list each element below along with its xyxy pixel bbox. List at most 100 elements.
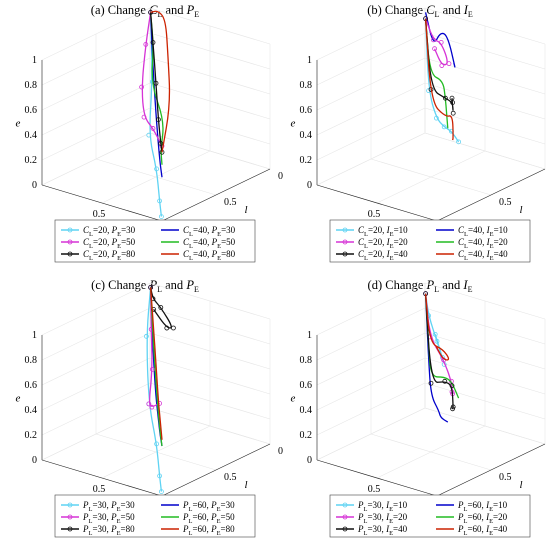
data-point: [170, 325, 176, 331]
e-tick-label: 0: [32, 455, 37, 466]
data-point: [432, 46, 438, 52]
l-tick-label: 0.5: [499, 197, 512, 208]
e-tick-label: 0.8: [300, 355, 313, 366]
legend-box: [329, 219, 531, 263]
series-line: [423, 291, 456, 412]
series-line: [424, 12, 456, 68]
e-axis-label: e: [16, 393, 21, 405]
e-axis-label: e: [16, 118, 21, 130]
data-point: [456, 139, 462, 145]
legend-label: PL=60, PE=50: [182, 512, 235, 525]
e-tick-label: 0.4: [300, 405, 313, 416]
e-tick-label: 1: [32, 55, 37, 66]
legend-item: CL=40, PE=30: [161, 225, 236, 238]
g-axis: [41, 184, 163, 222]
legend-item: PL=60, PE=30: [161, 500, 235, 513]
series-path: [424, 293, 450, 361]
data-point: [154, 441, 160, 447]
e-tick-label: 0: [307, 455, 312, 466]
legend-item: PL=30, IE=40: [336, 524, 408, 537]
data-point: [438, 40, 444, 45]
legend-item: PL=30, IE=20: [336, 512, 408, 525]
data-point: [434, 338, 440, 344]
legend-item: PL=60, PE=50: [161, 512, 235, 525]
l-tick-label: 0.5: [499, 472, 512, 483]
data-point: [430, 37, 436, 43]
legend-item: PL=30, IE=10: [336, 500, 408, 513]
chart-title: (d) Change PL and IE: [368, 278, 473, 294]
series-path: [424, 18, 454, 141]
series-line: [143, 284, 164, 495]
legend-item: CL=20, PE=30: [61, 225, 136, 238]
g-tick-label: 0.5: [368, 484, 381, 495]
e-tick-label: 0.6: [300, 380, 313, 391]
data-point: [158, 489, 164, 495]
chart-panel-c: (c) Change PL and PE00.20.40.60.810.5100…: [16, 278, 283, 538]
legend-label: PL=60, IE=10: [457, 500, 508, 513]
e-tick-label: 0.8: [25, 80, 38, 91]
legend-label: PL=60, IE=20: [457, 512, 508, 525]
legend-label: CL=40, PE=50: [183, 237, 236, 250]
legend-label: PL=30, PE=50: [82, 512, 135, 525]
data-point: [146, 132, 152, 138]
data-point: [450, 110, 456, 116]
legend-label: PL=30, PE=80: [82, 524, 135, 537]
legend-box: [54, 494, 256, 538]
legend-item: CL=20, PE=50: [61, 237, 136, 250]
legend-item: CL=20, IE=40: [336, 249, 408, 262]
legend-label: CL=20, PE=80: [83, 249, 136, 262]
data-point: [141, 114, 147, 120]
grid: [316, 7, 546, 222]
e-tick-label: 0.6: [25, 380, 38, 391]
legend-label: CL=20, PE=50: [83, 237, 136, 250]
g-tick-label: 0.5: [93, 209, 106, 220]
legend-label: PL=60, IE=40: [457, 524, 508, 537]
e-tick-label: 0.4: [25, 130, 38, 141]
data-point: [146, 401, 152, 407]
data-point: [439, 63, 445, 68]
data-point: [450, 100, 456, 105]
e-tick-label: 1: [32, 330, 37, 341]
data-point: [442, 95, 448, 101]
l-axis-label: l: [244, 479, 247, 491]
legend-label: CL=20, IE=20: [358, 237, 408, 250]
data-point: [441, 124, 447, 130]
chart-panel-d: (d) Change PL and IE00.20.40.60.810.5100…: [291, 278, 546, 538]
g-axis: [41, 459, 163, 497]
legend-label: CL=20, PE=30: [83, 225, 136, 238]
data-point: [149, 404, 155, 410]
axes: [316, 335, 546, 497]
chart-title: (b) Change CL and IE: [367, 3, 473, 19]
data-point: [449, 383, 455, 389]
series-path: [424, 18, 448, 66]
l-tick-label: 0: [278, 171, 283, 182]
legend-box: [329, 494, 531, 538]
data-point: [450, 406, 456, 412]
e-tick-label: 0: [32, 180, 37, 191]
series-path: [141, 12, 163, 147]
legend-label: PL=30, IE=20: [357, 512, 408, 525]
g-tick-label: 0.5: [368, 209, 381, 220]
legend-item: PL=60, PE=80: [161, 524, 235, 537]
legend-label: CL=40, PE=80: [183, 249, 236, 262]
legend-item: CL=40, IE=10: [436, 225, 508, 238]
e-tick-label: 0.2: [25, 430, 38, 441]
legend-item: PL=60, IE=40: [436, 524, 508, 537]
e-tick-label: 0: [307, 180, 312, 191]
data-point: [150, 126, 156, 131]
legend-item: CL=20, PE=80: [61, 249, 136, 262]
legend: CL=20, IE=10 CL=40, IE=10 CL=20, IE=20 CL=4…: [329, 219, 531, 263]
data-point: [155, 117, 161, 122]
legend-label: CL=20, IE=10: [358, 225, 408, 238]
legend-label: CL=40, PE=30: [183, 225, 236, 238]
data-point: [432, 331, 438, 337]
legend-item: PL=60, IE=10: [436, 500, 508, 513]
legend: PL=30, PE=30 PL=60, PE=30 PL=30, PE=50 PL=6…: [54, 494, 256, 538]
data-point: [157, 198, 163, 204]
data-point: [442, 378, 448, 384]
e-tick-label: 0.4: [25, 405, 38, 416]
l-axis: [161, 443, 271, 497]
e-axis-label: e: [291, 393, 296, 405]
data-point: [446, 61, 452, 67]
